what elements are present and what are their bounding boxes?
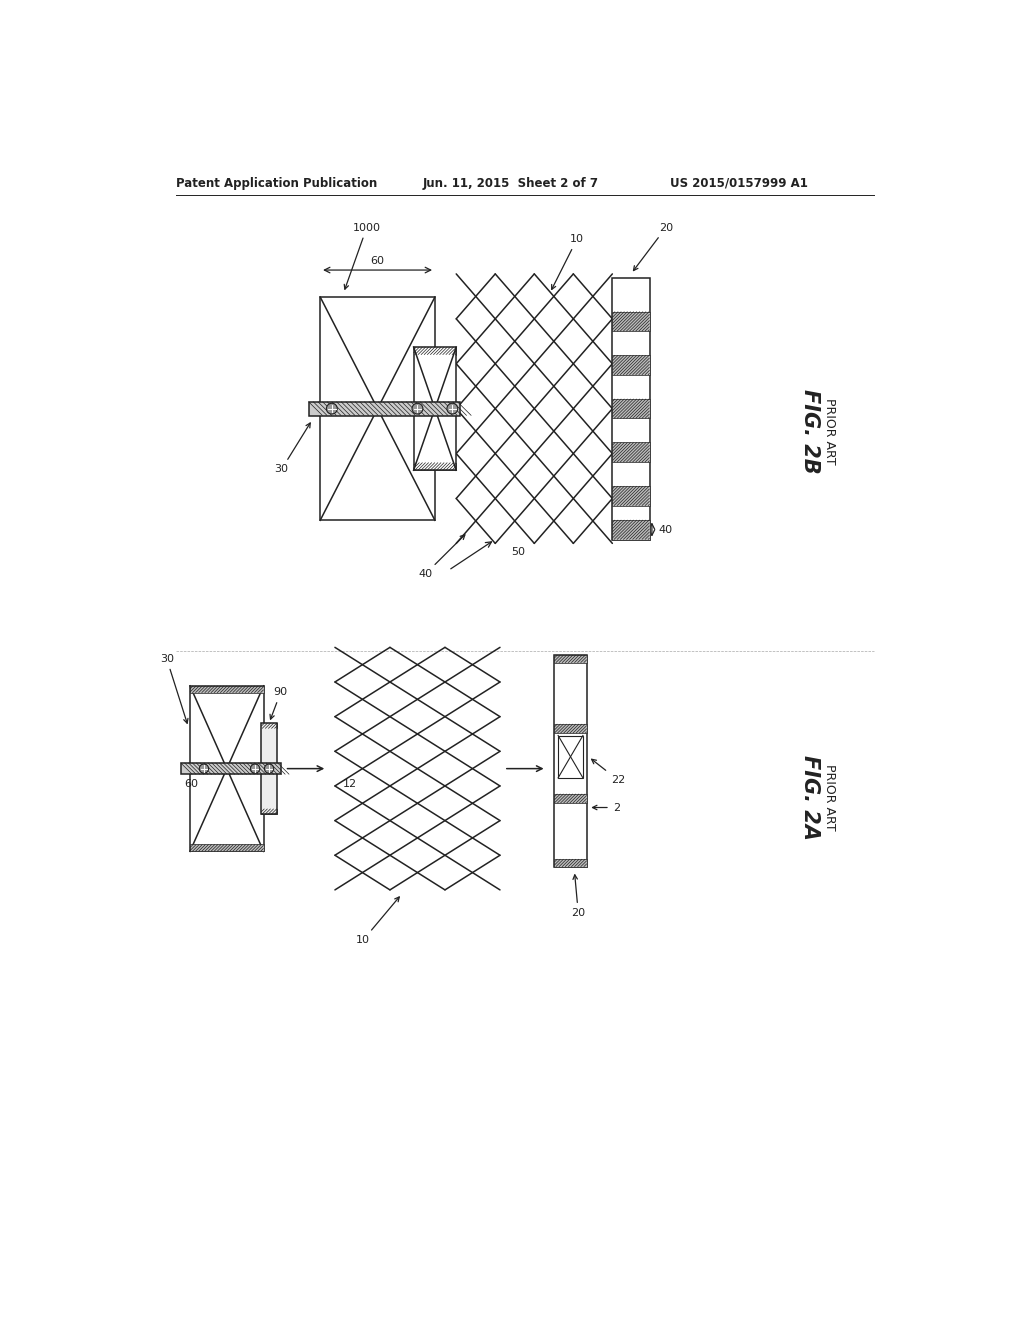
Bar — [558, 735, 583, 777]
Bar — [612, 486, 649, 506]
Bar — [308, 401, 460, 416]
Text: 22: 22 — [592, 759, 625, 785]
Text: 40: 40 — [658, 524, 673, 535]
Bar — [261, 809, 276, 814]
Circle shape — [327, 404, 337, 414]
Bar — [612, 442, 649, 462]
Bar — [414, 347, 457, 470]
Text: 60: 60 — [371, 256, 385, 267]
Text: PRIOR ART: PRIOR ART — [823, 764, 836, 830]
Bar — [414, 462, 457, 470]
Bar — [261, 723, 276, 729]
Text: 2: 2 — [593, 803, 620, 813]
Bar — [554, 723, 587, 733]
Bar — [612, 520, 649, 540]
Bar — [554, 655, 587, 867]
Bar — [261, 723, 276, 814]
Text: 12: 12 — [343, 779, 356, 789]
Bar — [612, 399, 649, 418]
Text: Jun. 11, 2015  Sheet 2 of 7: Jun. 11, 2015 Sheet 2 of 7 — [423, 177, 598, 190]
Text: 10: 10 — [356, 898, 399, 945]
Circle shape — [251, 764, 260, 774]
Bar — [554, 859, 587, 867]
Text: 20: 20 — [634, 223, 673, 271]
Text: PRIOR ART: PRIOR ART — [823, 399, 836, 465]
Text: 30: 30 — [274, 422, 310, 474]
Text: FIG. 2A: FIG. 2A — [800, 755, 820, 840]
Text: 30: 30 — [160, 653, 188, 723]
Bar — [554, 793, 587, 803]
Bar — [554, 655, 587, 663]
Text: FIG. 2B: FIG. 2B — [800, 389, 820, 474]
Circle shape — [200, 764, 209, 774]
Bar — [190, 686, 263, 851]
Bar — [612, 312, 649, 331]
Bar — [180, 763, 281, 775]
Text: US 2015/0157999 A1: US 2015/0157999 A1 — [671, 177, 808, 190]
Bar — [190, 686, 263, 693]
Text: 60: 60 — [184, 779, 199, 789]
Text: 90: 90 — [270, 688, 288, 719]
Bar — [612, 355, 649, 375]
Text: 50: 50 — [511, 546, 525, 557]
Text: 10: 10 — [552, 234, 584, 289]
Text: 40: 40 — [418, 535, 465, 579]
Bar — [612, 277, 649, 540]
Circle shape — [446, 404, 458, 414]
Text: Patent Application Publication: Patent Application Publication — [176, 177, 377, 190]
Text: 1000: 1000 — [344, 223, 381, 289]
Circle shape — [264, 764, 273, 774]
Bar — [190, 845, 263, 851]
Text: 20: 20 — [571, 875, 586, 917]
Circle shape — [412, 404, 423, 414]
Bar — [321, 297, 435, 520]
Bar — [414, 347, 457, 355]
